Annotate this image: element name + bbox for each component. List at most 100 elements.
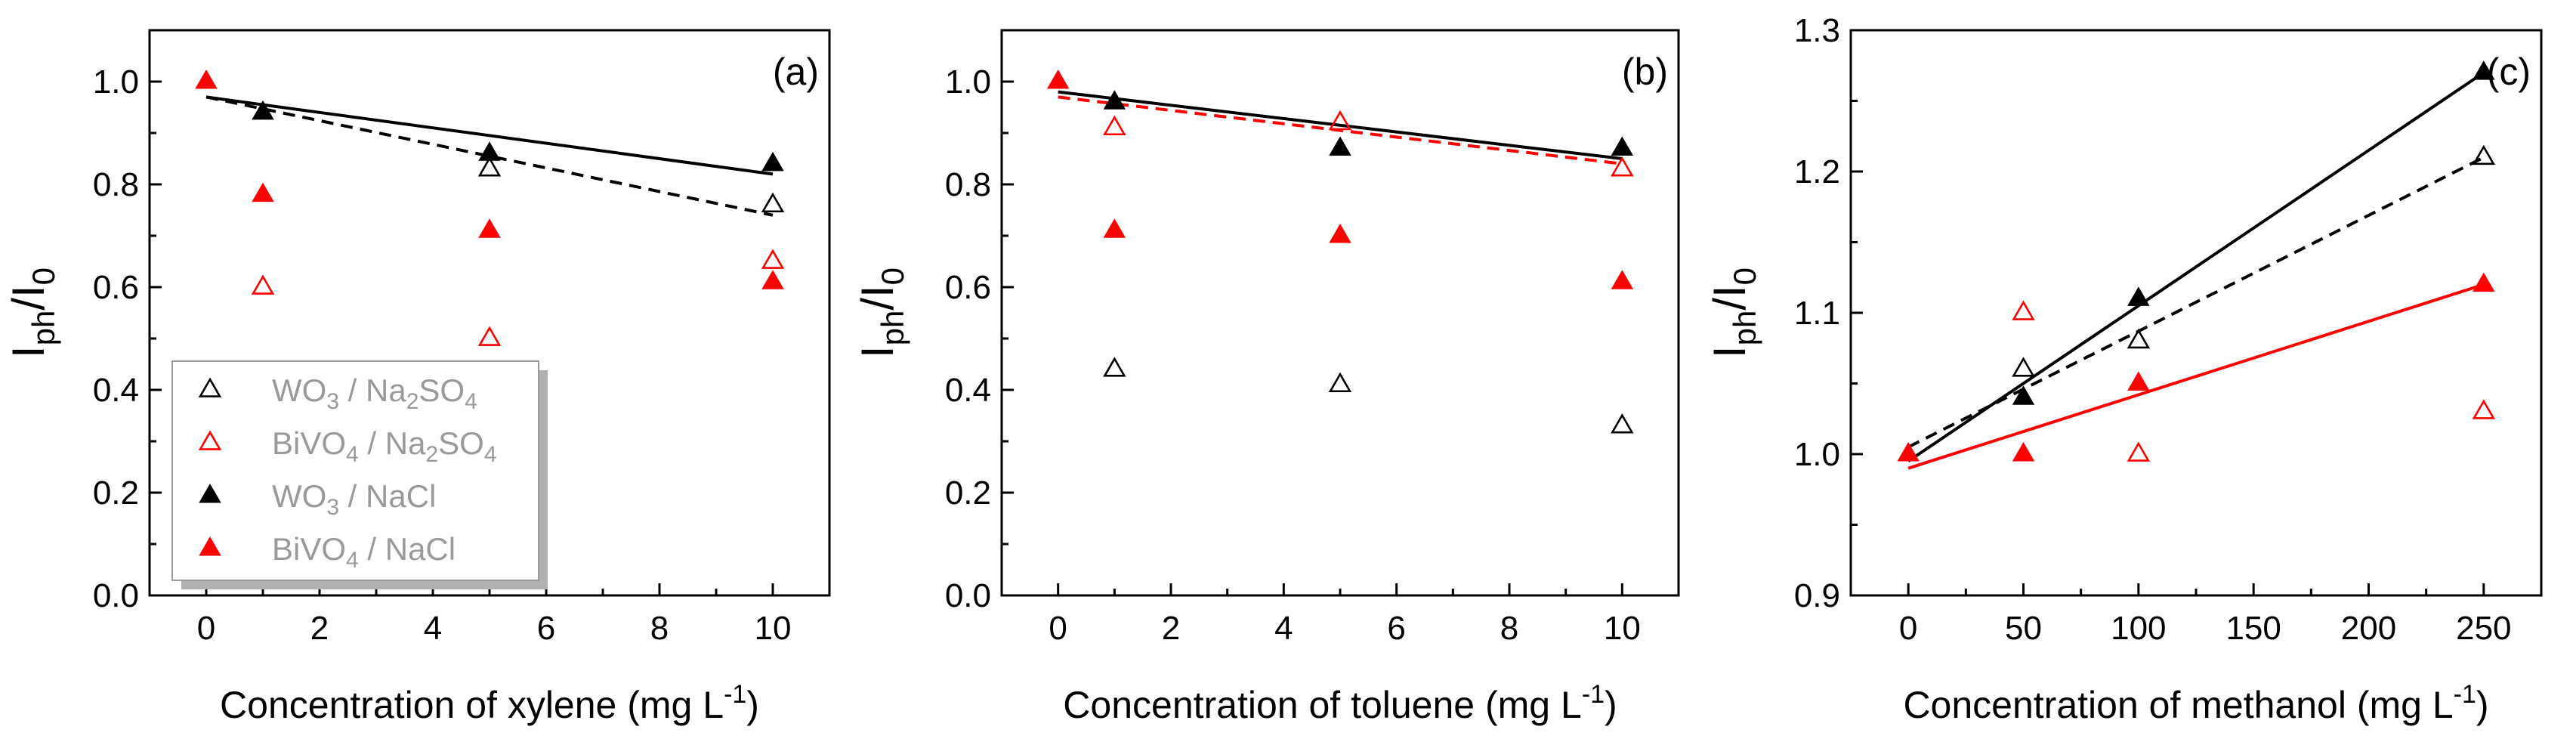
legend-marker — [199, 484, 221, 503]
data-point-open-triangle — [1103, 357, 1126, 377]
x-tick-label: 0 — [1899, 610, 1917, 647]
y-axis-label-sub: 0 — [1727, 267, 1762, 285]
data-point-open-triangle — [2127, 328, 2151, 349]
x-tick-label: 8 — [650, 610, 669, 647]
data-point-filled-triangle — [252, 100, 274, 120]
x-tick-label: 4 — [1274, 610, 1293, 647]
plot-frame — [1849, 29, 2543, 597]
y-tick-label: 0.0 — [93, 577, 139, 614]
legend-material: BiVO — [272, 425, 346, 461]
data-point-open-triangle — [2472, 144, 2496, 165]
data-point-filled-triangle — [2473, 60, 2495, 80]
y-axis-label-mid: /I — [852, 285, 903, 310]
legend-material: WO — [272, 373, 326, 408]
data-point-filled-triangle — [252, 182, 274, 203]
x-axis-label: Concentration of methanol (mg L-1) — [1903, 680, 2488, 726]
legend-sub: 4 — [465, 389, 477, 414]
data-point-filled-triangle — [2012, 385, 2035, 405]
x-axis-label-sup: -1 — [2454, 680, 2476, 709]
legend-entry-label: BiVO4 / NaCl — [272, 531, 456, 573]
x-tick-label: 10 — [1604, 610, 1641, 647]
legend-entry-label: BiVO4 / Na2SO4 — [272, 425, 497, 467]
data-point-open-triangle — [1611, 413, 1634, 434]
legend-marker — [198, 430, 222, 450]
y-axis-label-mid: /I — [3, 285, 54, 310]
y-tick-label: 0.4 — [945, 372, 991, 409]
panel-label: (a) — [773, 51, 819, 93]
x-tick-label: 250 — [2456, 610, 2511, 647]
y-axis-label-sub: 0 — [26, 267, 61, 285]
data-point-filled-triangle — [1611, 136, 1634, 156]
x-tick-label: 150 — [2225, 610, 2281, 647]
y-axis-label-main: I — [3, 345, 54, 358]
data-point-filled-triangle — [1329, 136, 1351, 156]
y-tick-label: 0.0 — [945, 577, 991, 614]
data-point-filled-triangle — [2127, 371, 2150, 391]
x-tick-label: 10 — [755, 610, 792, 647]
y-axis-label-sub: ph — [26, 311, 61, 346]
y-tick-label: 0.6 — [93, 269, 139, 306]
data-point-filled-triangle — [1897, 442, 1920, 462]
legend-material: BiVO — [272, 531, 346, 567]
y-axis-label-main: I — [852, 345, 903, 358]
y-tick-label: 0.2 — [945, 475, 991, 512]
y-tick-label: 1.1 — [1794, 295, 1840, 332]
x-axis-label-sup: -1 — [724, 680, 746, 709]
data-point-open-triangle — [2127, 441, 2151, 462]
fit-line — [205, 95, 774, 176]
fit-line — [205, 95, 774, 217]
data-point-filled-triangle — [1329, 224, 1351, 243]
x-tick-label: 0 — [197, 610, 215, 647]
y-tick-label: 0.9 — [1794, 577, 1840, 614]
legend-salt: NaCl — [385, 531, 456, 567]
data-point-filled-triangle — [1046, 70, 1070, 89]
data-point-open-triangle — [2012, 300, 2035, 320]
legend-salt-rest: SO — [438, 425, 484, 461]
data-point-filled-triangle — [1103, 218, 1126, 238]
data-point-filled-triangle — [1611, 270, 1634, 289]
legend-marker — [198, 377, 222, 397]
legend-sub: 2 — [406, 389, 419, 414]
data-point-open-triangle — [761, 192, 785, 213]
legend-sub: 4 — [346, 548, 359, 573]
data-point-open-triangle — [477, 156, 502, 177]
x-tick-label: 100 — [2111, 610, 2166, 647]
y-tick-label: 0.6 — [945, 269, 991, 306]
x-axis-label-close: ) — [1605, 684, 1617, 726]
fit-line — [1907, 156, 2485, 449]
x-axis-label-close: ) — [746, 684, 759, 726]
data-point-open-triangle — [1103, 115, 1126, 136]
fit-line — [1907, 71, 2485, 463]
data-point-filled-triangle — [761, 270, 784, 289]
data-point-filled-triangle — [2127, 286, 2150, 306]
panel-a: 0 2 4 6 8 10 0.0 0.2 0.4 0.6 0.8 1.0 (a) Concentratio… — [3, 29, 831, 726]
y-axis-label-sub: ph — [1727, 311, 1762, 346]
panel-label: (c) — [2487, 51, 2531, 93]
x-axis-label-text: Concentration of methanol (mg L — [1903, 684, 2453, 726]
data-point-filled-triangle — [2473, 272, 2495, 292]
legend-sub: 3 — [326, 495, 339, 520]
y-tick-label: 1.0 — [945, 63, 991, 100]
data-point-filled-triangle — [195, 70, 218, 89]
data-point-open-triangle — [2012, 357, 2035, 377]
data-point-filled-triangle — [1103, 90, 1126, 110]
x-tick-label: 50 — [2005, 610, 2042, 647]
y-axis-label-sub: 0 — [875, 267, 910, 285]
x-tick-label: 4 — [424, 610, 442, 647]
legend-box — [171, 360, 539, 581]
y-tick-label: 0.8 — [945, 166, 991, 203]
y-tick-label: 1.3 — [1794, 12, 1840, 49]
legend-sub: 3 — [326, 389, 339, 414]
panel-c: 0 50 100 150 200 250 0.9 1.0 1.1 1.2 1.3 (c) Concent… — [1704, 12, 2543, 726]
fit-line — [1907, 283, 2485, 470]
x-axis-label: Concentration of xylene (mg L-1) — [220, 680, 759, 726]
y-axis-label: Iph/I0 — [852, 267, 910, 358]
y-tick-label: 0.8 — [93, 166, 139, 203]
legend-marker — [199, 536, 221, 556]
legend-sep: / — [359, 425, 385, 461]
y-tick-label: 0.2 — [93, 475, 139, 512]
legend-material: WO — [272, 478, 326, 514]
legend-sep: / — [359, 531, 385, 567]
